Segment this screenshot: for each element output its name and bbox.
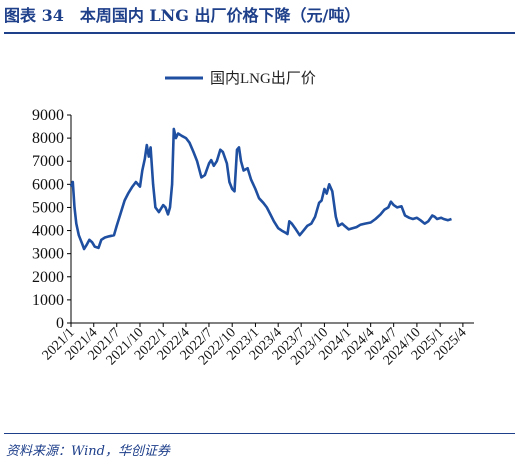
legend: 国内LNG出厂价 xyxy=(165,70,316,87)
source-note: 资料来源：Wind，华创证券 xyxy=(6,444,170,459)
y-tick-label: 7000 xyxy=(32,153,64,170)
legend-label: 国内LNG出厂价 xyxy=(210,70,316,87)
y-tick-label: 3000 xyxy=(32,246,64,263)
y-tick-label: 1000 xyxy=(32,292,64,309)
x-ticks: 2021/12021/42021/72021/102022/12022/4202… xyxy=(40,323,470,368)
y-tick-label: 9000 xyxy=(32,107,64,124)
y-tick-label: 0 xyxy=(56,315,64,332)
y-tick-label: 2000 xyxy=(32,269,64,286)
title-rule xyxy=(4,32,515,34)
figure-title: 图表 34 本周国内 LNG 出厂价格下降（元/吨） xyxy=(4,6,361,25)
line-chart: 国内LNG出厂价 0 1000 2000 3000 4000 5000 6000 7000 80… xyxy=(32,70,474,368)
series-line xyxy=(69,127,452,251)
y-tick-label: 8000 xyxy=(32,130,64,147)
footer-rule xyxy=(4,433,515,434)
y-ticks: 0 1000 2000 3000 4000 5000 6000 7000 8000 9000 xyxy=(32,107,71,332)
y-tick-label: 6000 xyxy=(32,176,64,193)
y-tick-label: 4000 xyxy=(32,223,64,240)
y-tick-label: 5000 xyxy=(32,199,64,216)
